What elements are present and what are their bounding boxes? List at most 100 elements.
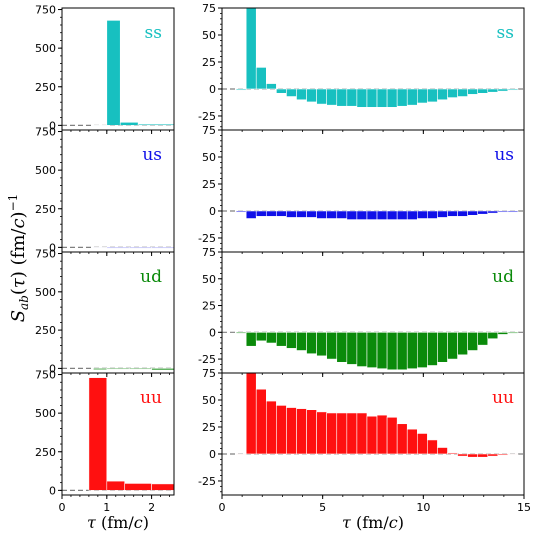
bar-right-ud-27 <box>507 332 519 334</box>
x-axis-labels: τ (fm/c) τ (fm/c) <box>87 513 404 532</box>
bar-right-uu-3 <box>265 400 277 455</box>
y-tick-label: 750 <box>35 248 56 261</box>
panel-label-left-ud: ud <box>140 267 162 287</box>
bar-right-ud-11 <box>346 332 358 365</box>
bar-right-ud-12 <box>356 332 368 367</box>
axes <box>61 7 525 496</box>
bar-left-us-2 <box>128 247 152 249</box>
y-axis-label: Sab(τ) (fm/c)−1 <box>6 194 31 323</box>
y-tick-label: 750 <box>35 369 56 382</box>
y-tick-label: 0 <box>49 241 56 254</box>
bar-right-us-6 <box>296 210 307 218</box>
panel-label-right-ss: ss <box>497 23 514 43</box>
annotations: ss us ud uu ss us ud uu <box>140 23 514 408</box>
bar-right-us-18 <box>416 210 428 219</box>
panel-label-left-uu: uu <box>140 388 162 408</box>
bar-right-uu-23 <box>467 453 479 458</box>
bar-right-uu-4 <box>276 405 287 455</box>
y-tick-label: 250 <box>35 324 56 337</box>
y-tick-label: 75 <box>202 2 216 15</box>
bar-right-uu-11 <box>346 412 358 455</box>
bar-right-uu-19 <box>427 439 438 455</box>
bar-right-ss-5 <box>286 88 297 97</box>
bar-left-ss-2 <box>119 121 139 126</box>
y-tick-label: 0 <box>49 484 56 497</box>
bar-right-uu-1 <box>245 372 257 455</box>
bar-right-ud-9 <box>326 332 338 360</box>
bar-right-us-19 <box>427 210 438 219</box>
bar-right-ud-3 <box>265 332 277 344</box>
y-tick-label: -25 <box>198 475 216 488</box>
y-tick-label: 0 <box>209 205 216 218</box>
bar-right-ss-26 <box>497 88 509 92</box>
bar-right-ss-22 <box>457 88 468 97</box>
y-tick-label: 50 <box>202 394 216 407</box>
bar-right-uu-0 <box>235 453 247 455</box>
bar-left-ud-1 <box>106 368 130 370</box>
bar-right-uu-6 <box>296 408 307 455</box>
x-tick-label: 0 <box>219 501 226 514</box>
bar-right-ud-6 <box>296 332 307 351</box>
y-tick-label: 75 <box>202 246 216 259</box>
x-tick-label: 0 <box>59 501 66 514</box>
x-axis-label-left: τ (fm/c) <box>87 513 149 532</box>
ticks: 0250500750025050075002505007500250500750… <box>35 2 531 514</box>
bar-right-ud-10 <box>336 332 348 363</box>
bar-right-us-17 <box>406 210 418 220</box>
bar-right-us-24 <box>477 210 489 215</box>
bar-right-ss-7 <box>306 88 317 103</box>
y-tick-label: 500 <box>35 164 56 177</box>
bar-right-us-22 <box>457 210 468 217</box>
bar-left-uu-3 <box>151 483 175 491</box>
bar-right-ss-10 <box>336 88 348 107</box>
bar-right-us-12 <box>356 210 368 220</box>
bar-left-ss-3 <box>137 123 175 126</box>
bar-right-uu-7 <box>306 409 317 455</box>
bar-right-ud-17 <box>406 332 418 370</box>
bar-right-ss-3 <box>265 83 277 90</box>
bar-left-uu-1 <box>106 480 126 491</box>
bar-right-uu-12 <box>356 412 368 455</box>
bar-left-us-3 <box>151 247 175 249</box>
y-tick-label: 500 <box>35 407 56 420</box>
bar-right-us-1 <box>245 210 257 219</box>
bar-left-us-1 <box>106 247 130 249</box>
y-tick-label: 25 <box>202 178 216 191</box>
bar-right-ss-4 <box>276 88 287 94</box>
bar-right-uu-16 <box>396 423 408 455</box>
bar-right-us-21 <box>447 210 458 217</box>
bar-right-us-8 <box>316 210 328 219</box>
bar-right-ss-25 <box>487 88 499 93</box>
y-tick-label: 0 <box>209 448 216 461</box>
bar-right-ud-15 <box>386 332 398 371</box>
bar-right-uu-20 <box>437 447 448 455</box>
bar-right-ud-26 <box>497 332 509 335</box>
bar-right-us-0 <box>235 210 247 213</box>
bar-right-us-9 <box>326 210 338 219</box>
bar-right-uu-9 <box>326 412 338 455</box>
bar-right-us-4 <box>276 210 287 217</box>
bar-right-ss-14 <box>376 88 388 108</box>
bar-left-us-0 <box>93 247 108 249</box>
bar-right-uu-15 <box>386 416 398 455</box>
bar-left-uu-2 <box>124 483 152 491</box>
bar-right-ud-19 <box>427 332 438 366</box>
y-tick-label: -25 <box>198 232 216 245</box>
bar-right-us-23 <box>467 210 479 216</box>
bar-right-us-14 <box>376 210 388 220</box>
bar-left-ud-3 <box>151 368 175 371</box>
x-tick-label: 1 <box>103 501 110 514</box>
bar-right-us-27 <box>507 210 519 213</box>
bar-right-ud-2 <box>255 332 267 342</box>
y-tick-label: 0 <box>49 119 56 132</box>
bar-right-uu-21 <box>447 452 458 455</box>
bar-right-ss-6 <box>296 88 307 101</box>
panel-label-right-uu: uu <box>492 388 514 408</box>
y-tick-label: 25 <box>202 56 216 69</box>
bar-right-ss-18 <box>416 88 428 104</box>
panel-label-right-us: us <box>494 145 514 165</box>
y-tick-label: 50 <box>202 273 216 286</box>
bar-right-ss-21 <box>447 88 458 98</box>
x-tick-label: 5 <box>319 501 326 514</box>
